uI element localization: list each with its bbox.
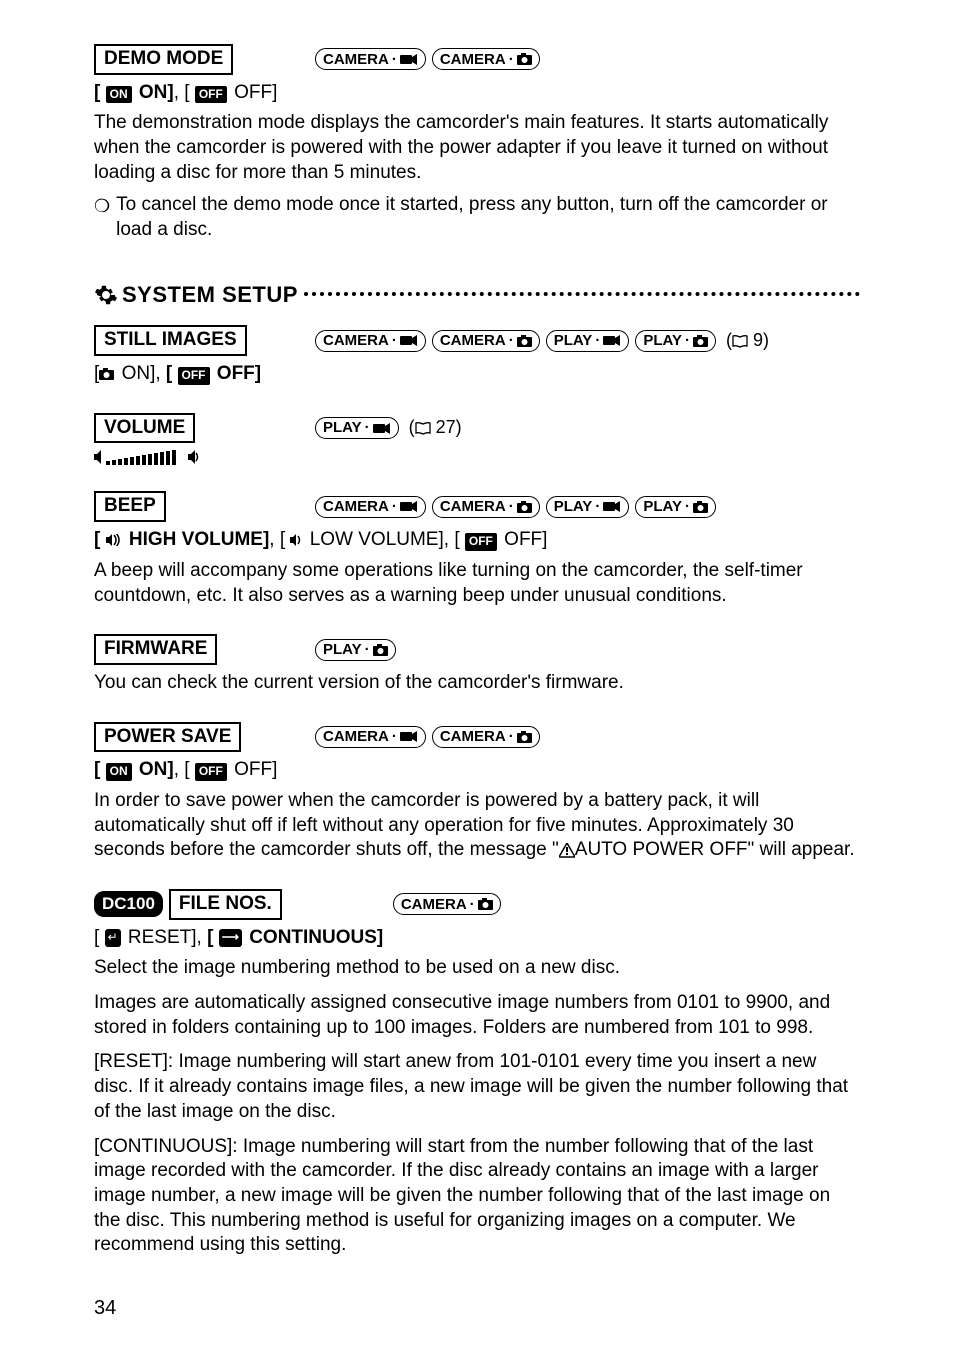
camera-icon [478,898,493,910]
page-ref: ( 27) [409,416,462,439]
camera-video-badge: CAMERA· [315,48,426,70]
camera-icon [99,368,114,380]
play-photo-badge: PLAY· [315,639,396,661]
file-nos-para1: Select the image numbering method to be … [94,956,860,981]
continuous-icon: ⟶ [219,929,242,947]
volume-block: VOLUME PLAY· ( 27) [94,413,860,466]
play-video-badge: PLAY· [546,330,630,352]
camcorder-icon [373,422,391,435]
volume-bars-icon [106,449,186,465]
off-badge: OFF [465,533,497,551]
book-icon [415,422,431,435]
demo-mode-title-row: DEMO MODE CAMERA· CAMERA· [94,44,860,75]
beep-title-row: BEEP CAMERA· CAMERA· PLAY· PLAY· [94,491,860,522]
badge-label: CAMERA [323,50,389,70]
camera-icon [517,501,532,513]
volume-bar-icon [94,449,860,465]
camcorder-icon [400,53,418,66]
demo-mode-para: The demonstration mode displays the camc… [94,111,860,185]
camera-video-badge: CAMERA· [315,726,426,748]
camera-photo-badge: CAMERA· [432,330,540,352]
model-badge: DC100 [94,891,163,917]
beep-para: A beep will accompany some operations li… [94,559,860,608]
camcorder-icon [603,500,621,513]
speaker-right-icon [188,450,200,464]
still-images-title-row: STILL IMAGES CAMERA· CAMERA· PLAY· PLAY·… [94,325,860,356]
power-save-para: In order to save power when the camcorde… [94,789,860,863]
play-video-badge: PLAY· [315,417,399,439]
demo-mode-note: ❍ To cancel the demo mode once it starte… [94,193,860,242]
firmware-block: FIRMWARE PLAY· You can check the current… [94,634,860,695]
play-video-badge: PLAY· [546,496,630,518]
speaker-left-icon [94,450,104,464]
camcorder-icon [400,730,418,743]
camcorder-icon [400,500,418,513]
play-photo-badge: PLAY· [635,496,716,518]
camcorder-icon [603,334,621,347]
beep-options: [ HIGH VOLUME], [ LOW VOLUME], [ OFF OFF… [94,528,860,553]
camera-photo-badge: CAMERA· [432,726,540,748]
camcorder-icon [400,334,418,347]
note-bullet-icon: ❍ [94,195,110,242]
gear-icon [94,283,118,307]
reset-icon: ↵ [105,929,121,947]
camera-icon [693,501,708,513]
demo-mode-block: DEMO MODE CAMERA· CAMERA· [ ON ON], [ OF… [94,44,860,243]
camera-icon [373,644,388,656]
still-images-options: [ ON], [ OFF OFF] [94,362,860,387]
camera-icon [517,53,532,65]
on-badge: ON [106,86,132,104]
beep-block: BEEP CAMERA· CAMERA· PLAY· PLAY· [ HIGH … [94,491,860,608]
file-nos-title: FILE NOS. [169,889,282,920]
camera-video-badge: CAMERA· [315,330,426,352]
warning-icon [559,843,575,858]
still-images-title: STILL IMAGES [94,325,247,356]
firmware-title: FIRMWARE [94,634,217,665]
section-title: SYSTEM SETUP [122,281,298,310]
badge-label: CAMERA [440,50,506,70]
camera-photo-badge: CAMERA· [393,893,501,915]
dots-rule [304,292,860,296]
power-save-block: POWER SAVE CAMERA· CAMERA· [ ON ON], [ O… [94,722,860,863]
note-text: To cancel the demo mode once it started,… [116,193,860,242]
camera-icon [517,731,532,743]
page-number: 34 [94,1295,116,1321]
power-save-title-row: POWER SAVE CAMERA· CAMERA· [94,722,860,753]
demo-mode-title: DEMO MODE [94,44,233,75]
power-save-options: [ ON ON], [ OFF OFF] [94,758,860,783]
file-nos-title-row: DC100 FILE NOS. CAMERA· [94,889,860,920]
file-nos-para2: Images are automatically assigned consec… [94,991,860,1040]
camera-photo-badge: CAMERA· [432,48,540,70]
off-badge: OFF [195,763,227,781]
play-photo-badge: PLAY· [635,330,716,352]
sound-low-icon [290,534,302,546]
camera-video-badge: CAMERA· [315,496,426,518]
demo-mode-options: [ ON ON], [ OFF OFF] [94,81,860,106]
camera-icon [693,335,708,347]
beep-title: BEEP [94,491,166,522]
off-badge: OFF [195,86,227,104]
book-icon [732,335,748,348]
on-badge: ON [106,763,132,781]
camera-photo-badge: CAMERA· [432,496,540,518]
power-save-title: POWER SAVE [94,722,241,753]
file-nos-block: DC100 FILE NOS. CAMERA· [ ↵ RESET], [ ⟶ … [94,889,860,1258]
page-ref: ( 9) [726,329,769,352]
file-nos-para4: [CONTINUOUS]: Image numbering will start… [94,1135,860,1258]
file-nos-para3: [RESET]: Image numbering will start anew… [94,1050,860,1124]
volume-title-row: VOLUME PLAY· ( 27) [94,413,860,444]
volume-title: VOLUME [94,413,195,444]
off-badge: OFF [178,367,210,385]
firmware-para: You can check the current version of the… [94,671,860,696]
file-nos-options: [ ↵ RESET], [ ⟶ CONTINUOUS] [94,926,860,951]
camera-icon [517,335,532,347]
still-images-block: STILL IMAGES CAMERA· CAMERA· PLAY· PLAY·… [94,325,860,386]
system-setup-heading: SYSTEM SETUP [94,281,860,310]
firmware-title-row: FIRMWARE PLAY· [94,634,860,665]
sound-high-icon [106,534,122,546]
